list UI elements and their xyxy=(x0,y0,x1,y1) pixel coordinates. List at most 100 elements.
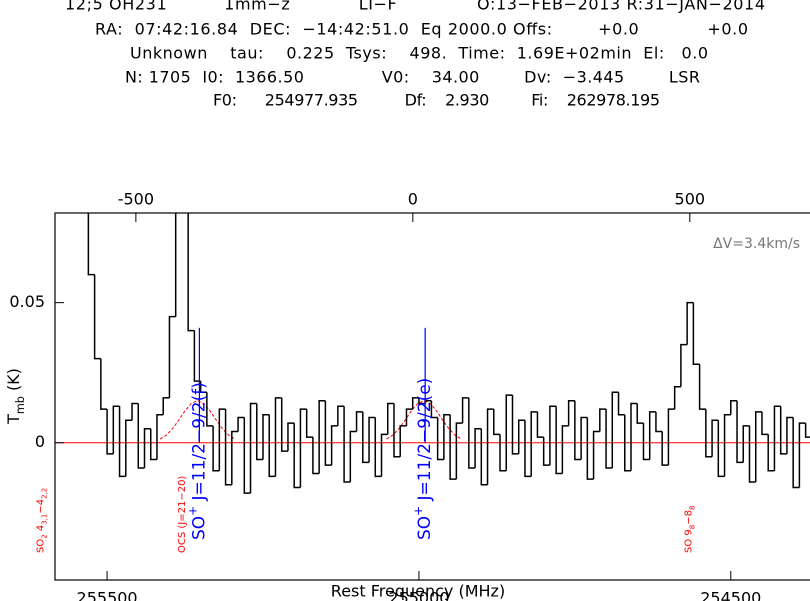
spectrum-channel xyxy=(387,402,394,435)
spectrum-channel xyxy=(182,107,188,205)
spectrum-channel xyxy=(767,434,775,472)
header-line: RA: 07:42:16.84 DEC: −14:42:51.0 Eq 2000… xyxy=(95,20,748,39)
spectrum-channel xyxy=(137,403,145,469)
line-label: OCS (J=21−20) xyxy=(177,476,188,553)
label-part: + xyxy=(185,506,199,516)
spectrum-channel xyxy=(368,416,376,463)
spectrum-channel xyxy=(517,419,525,454)
spectrum-channel xyxy=(648,411,656,460)
x-tick-label: 255500 xyxy=(77,589,138,601)
x-tick-label: 255000 xyxy=(388,589,449,601)
spectrum-channel xyxy=(499,434,507,472)
spectrum-channel xyxy=(567,399,575,426)
spectrum-channel xyxy=(206,392,214,427)
y-axis-label: Tmb (K) xyxy=(4,368,27,425)
spectrum-channel xyxy=(312,437,320,475)
line-label: SO+ J=11/2−9/2(e) xyxy=(411,378,436,540)
spectrum-channel xyxy=(349,430,357,482)
label-part: SO xyxy=(415,516,435,540)
spectrum-channel xyxy=(505,394,513,471)
label-part: −4 xyxy=(35,499,46,514)
spectrum-channel xyxy=(324,400,332,466)
spectrum-channel xyxy=(443,413,451,460)
spectrum-channel xyxy=(249,402,257,494)
spectrum-channel xyxy=(655,411,663,433)
spectrum-channel xyxy=(667,408,675,466)
spectrum-channel xyxy=(480,428,488,486)
x2-tick-label: 0 xyxy=(408,190,418,209)
spectrum-channel xyxy=(761,411,769,436)
spectrum-channel xyxy=(287,422,295,452)
spectrum-channel xyxy=(580,416,588,460)
label-part: 4 xyxy=(35,525,46,535)
spectrum-channel xyxy=(293,423,301,489)
y-tick-label: 0 xyxy=(35,432,45,451)
spectrum-channel xyxy=(399,425,407,457)
spectrum-channel xyxy=(212,425,220,472)
spectrum-channel xyxy=(380,433,388,477)
label-part: OCS (J=21−20) xyxy=(177,476,188,553)
spectrum-channel xyxy=(280,397,288,452)
spectrum-channel xyxy=(586,417,594,480)
label-part: J=11/2−9/2(f) xyxy=(189,382,209,506)
spectrum-channel xyxy=(461,397,469,424)
spectrum-channel xyxy=(70,135,76,163)
spectrum-channel xyxy=(711,419,719,457)
spectrum-channel xyxy=(218,408,226,471)
spectrum-channel xyxy=(112,405,120,454)
spectrum-channel xyxy=(773,405,781,471)
spectrum-channel xyxy=(754,411,762,482)
label-part: (K) xyxy=(4,368,23,396)
line-label: SO 98−88 xyxy=(683,506,696,553)
spectrum-channel xyxy=(118,406,126,478)
spectrum-channel xyxy=(355,411,363,432)
label-part: SO 9 xyxy=(683,529,694,553)
spectrum-channel xyxy=(561,425,569,474)
spectrum-channel xyxy=(748,425,756,483)
plot-area xyxy=(55,107,810,494)
spectrum-channel xyxy=(168,315,176,398)
label-part: J=11/2−9/2(e) xyxy=(415,378,435,506)
spectrum-channel xyxy=(125,419,133,477)
spectrum-channel xyxy=(474,427,482,468)
spectrum-channel xyxy=(82,163,88,177)
spectrum-channel xyxy=(536,411,544,438)
spectrum-channel xyxy=(330,425,338,466)
spectrum-channel xyxy=(680,343,688,387)
y-tick-label: 0.05 xyxy=(9,292,45,311)
spectrum-channel xyxy=(717,420,725,478)
spectrum-channel xyxy=(393,403,401,458)
resolution-note: ΔV=3.4km/s xyxy=(713,236,800,252)
x2-tick-label: -500 xyxy=(118,190,154,209)
spectrum-channel xyxy=(274,397,282,477)
spectrum-channel xyxy=(705,409,713,458)
x-axis-label: Rest Frequency (MHz) xyxy=(331,582,505,601)
spectrum-channel xyxy=(405,408,413,426)
spectrum-channel xyxy=(549,405,557,466)
spectrum-channel xyxy=(736,400,744,464)
spectrum-channel xyxy=(636,403,644,424)
label-part: T xyxy=(4,414,23,425)
spectrum-channel xyxy=(149,428,157,461)
spectrum-channel xyxy=(93,274,101,360)
spectrum-channel xyxy=(542,437,550,466)
spectrum-channel xyxy=(256,403,264,461)
spectrum-channel xyxy=(343,406,351,483)
spectrum-channel xyxy=(611,391,619,468)
spectrum-channel xyxy=(661,431,669,466)
spectrum-channel xyxy=(779,406,787,455)
spectrum-channel xyxy=(162,397,170,415)
spectrum-channel xyxy=(642,423,650,461)
label-part: 3,1 xyxy=(40,514,48,525)
spectrum-channel xyxy=(792,417,800,489)
spectrum-channel xyxy=(362,411,370,464)
line-label: SO2 43,1−42,2 xyxy=(35,488,48,553)
spectrum-channel xyxy=(100,358,108,410)
spectrum-channel xyxy=(374,417,382,478)
label-part: 8 xyxy=(688,525,696,529)
spectrum-channel xyxy=(630,402,638,471)
label-part: mb xyxy=(14,396,27,414)
spectrum-channel xyxy=(486,408,494,485)
spectrum-channel xyxy=(624,414,631,472)
label-part: SO xyxy=(35,539,46,553)
